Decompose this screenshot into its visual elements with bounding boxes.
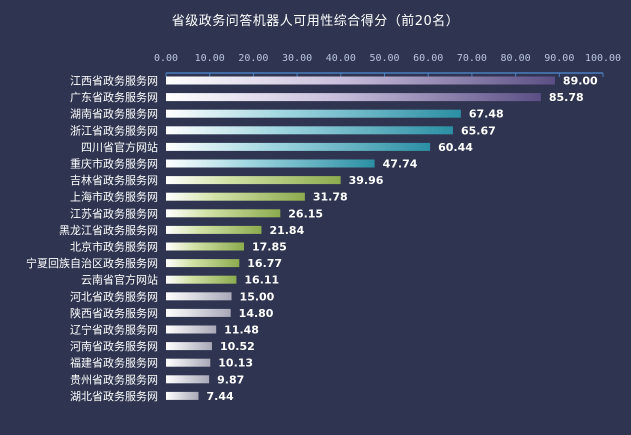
bar [166,93,541,102]
value-label: 21.84 [269,224,304,237]
x-tick-label: 0.00 [154,53,178,64]
category-label: 贵州省政务服务网 [70,372,158,386]
x-tick-label: 20.00 [238,53,268,64]
value-label: 15.00 [240,290,275,303]
category-label: 福建省政务服务网 [70,356,158,370]
category-label: 黑龙江省政务服务网 [59,223,158,237]
x-tick-label: 90.00 [544,53,574,64]
value-label: 17.85 [252,241,287,254]
bar [166,142,431,151]
category-label: 江苏省政务服务网 [70,206,158,220]
x-tick-label: 100.00 [585,53,621,64]
x-tick-label: 70.00 [457,53,487,64]
bar [166,375,210,384]
chart-title: 省级政务问答机器人可用性综合得分（前20名） [171,14,460,29]
value-label: 10.52 [220,340,255,353]
value-label: 9.87 [217,373,244,386]
bar [166,259,240,268]
category-label: 河南省政务服务网 [70,339,158,353]
category-label: 陕西省政务服务网 [70,306,158,320]
value-label: 26.15 [288,207,323,220]
value-label: 11.48 [224,324,259,337]
bar [166,308,231,317]
bar [166,275,237,284]
bar [166,225,262,234]
x-tick-label: 50.00 [369,53,399,64]
bar [166,342,212,351]
category-label: 浙江省政务服务网 [70,123,158,137]
category-label: 宁夏回族自治区政务服务网 [26,256,158,270]
category-label: 四川省官方网站 [81,140,158,154]
value-label: 16.11 [244,274,279,287]
bar [166,76,555,85]
category-label: 湖南省政务服务网 [70,107,158,121]
bar [166,159,375,168]
x-tick-label: 10.00 [195,53,225,64]
bar [166,109,461,118]
bar [166,358,211,367]
category-label: 上海市政务服务网 [70,190,158,204]
bar [166,126,453,135]
category-label: 广东省政务服务网 [70,90,158,104]
category-label: 吉林省政务服务网 [70,173,158,187]
value-label: 85.78 [549,91,584,104]
bar [166,242,245,251]
bar [166,391,199,400]
bar [166,325,217,334]
x-tick-label: 80.00 [501,53,531,64]
value-label: 10.13 [218,357,253,370]
category-label: 云南省官方网站 [81,273,158,287]
category-label: 河北省政务服务网 [70,289,158,303]
bar [166,209,281,218]
value-label: 89.00 [563,75,598,88]
value-label: 67.48 [469,108,504,121]
x-tick-label: 60.00 [413,53,443,64]
value-label: 7.44 [207,390,234,403]
bar [166,292,232,301]
value-label: 16.77 [247,257,282,270]
category-label: 北京市政务服务网 [70,240,158,254]
category-label: 重庆市政务服务网 [70,157,158,171]
category-label: 江西省政务服务网 [70,74,158,88]
bar [166,192,305,201]
value-label: 31.78 [313,191,348,204]
category-label: 湖北省政务服务网 [70,389,158,403]
value-label: 65.67 [461,124,496,137]
value-label: 39.96 [349,174,384,187]
value-label: 47.74 [383,158,418,171]
bar [166,176,341,185]
value-label: 14.80 [239,307,274,320]
value-label: 60.44 [438,141,473,154]
x-tick-label: 40.00 [326,53,356,64]
x-tick-label: 30.00 [282,53,312,64]
category-label: 辽宁省政务服务网 [70,323,158,337]
